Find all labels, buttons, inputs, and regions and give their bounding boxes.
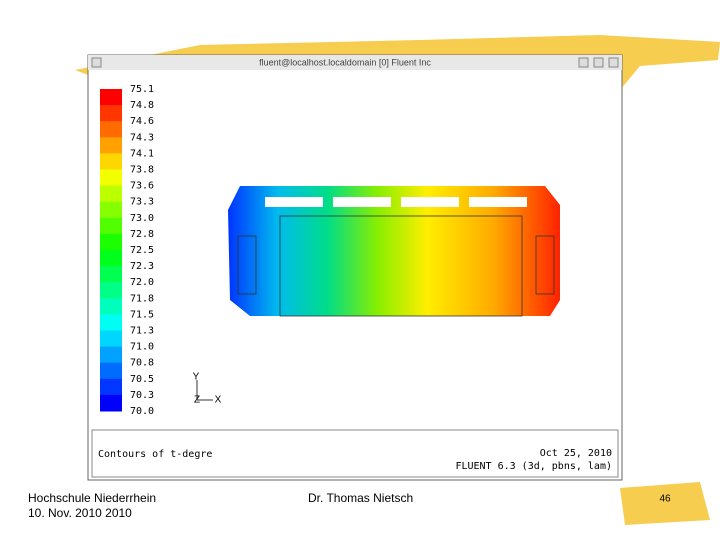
room-outline	[279, 215, 523, 317]
legend-swatch	[100, 378, 122, 396]
caption: Contours of t-degre	[98, 449, 212, 460]
legend-label: 71.0	[130, 342, 154, 353]
legend-label: 74.1	[130, 148, 154, 159]
color-legend: 75.1 74.8 74.6 74.3 74.1 73.8 73.6 73.3 73.0 72.8…	[100, 84, 154, 417]
legend-label: 72.5	[130, 245, 154, 256]
legend-label: 72.0	[130, 277, 154, 288]
legend-label: 73.6	[130, 181, 154, 192]
page-number: 46	[659, 494, 671, 505]
legend-swatch	[100, 330, 122, 348]
legend-label: 74.8	[130, 100, 154, 111]
legend-swatch	[100, 153, 122, 170]
legend-label: 75.1	[130, 84, 154, 95]
legend-label: 70.8	[130, 358, 154, 369]
brush-stroke	[75, 35, 720, 90]
legend-label: 73.0	[130, 213, 154, 224]
solver: FLUENT 6.3 (3d, pbns, lam)	[455, 461, 612, 472]
maximize-button[interactable]	[593, 57, 604, 68]
legend-swatch	[100, 394, 122, 412]
legend-swatch	[100, 362, 122, 380]
legend-swatch	[100, 201, 122, 219]
brush-stroke	[620, 482, 710, 525]
legend-label: 74.3	[130, 132, 154, 143]
axis-label: Z	[194, 395, 200, 406]
legend-swatch	[100, 185, 122, 203]
outlet-outline	[535, 235, 555, 295]
inlet-outline	[237, 235, 257, 295]
legend-label: 70.3	[130, 390, 154, 401]
vent	[265, 197, 323, 207]
legend-swatch	[100, 250, 122, 267]
vent	[401, 197, 459, 207]
legend-swatch	[100, 282, 122, 299]
legend-label: 73.8	[130, 165, 154, 176]
title-bar	[88, 55, 622, 70]
axis-label: Y	[193, 372, 200, 383]
legend-swatch	[100, 137, 122, 154]
date: Oct 25, 2010	[540, 448, 612, 459]
legend-swatch	[100, 217, 122, 235]
legend-swatch	[100, 105, 122, 122]
legend-label: 70.5	[130, 374, 154, 385]
legend-swatch	[100, 298, 122, 315]
legend-swatch	[100, 169, 122, 187]
legend-label: 70.0	[130, 406, 154, 417]
legend-label: 71.8	[130, 293, 154, 304]
legend-label: 71.5	[130, 309, 154, 320]
author: Dr. Thomas Nietsch	[308, 491, 413, 505]
legend-label: 72.3	[130, 261, 154, 272]
vent	[469, 197, 527, 207]
contour-plot	[228, 186, 560, 316]
info-panel	[91, 429, 619, 478]
window-title: fluent@localhost.localdomain [0] Fluent …	[259, 57, 431, 67]
minimize-button[interactable]	[578, 57, 589, 68]
legend-swatch	[100, 346, 122, 364]
legend-label: 71.3	[130, 326, 154, 337]
institution: Hochschule Niederrhein	[28, 491, 156, 505]
legend-swatch	[100, 233, 122, 251]
footer-date: 10. Nov. 2010 2010	[28, 506, 132, 520]
legend-swatch	[100, 89, 122, 106]
axis-label: X	[215, 395, 222, 406]
window-menu-button[interactable]	[91, 57, 102, 68]
legend-swatch	[100, 266, 122, 283]
legend-swatch	[100, 121, 122, 138]
legend-label: 73.3	[130, 197, 154, 208]
close-button[interactable]	[608, 57, 619, 68]
vent	[333, 197, 391, 207]
legend-label: 72.8	[130, 229, 154, 240]
legend-label: 74.6	[130, 116, 154, 127]
legend-swatch	[100, 314, 122, 331]
